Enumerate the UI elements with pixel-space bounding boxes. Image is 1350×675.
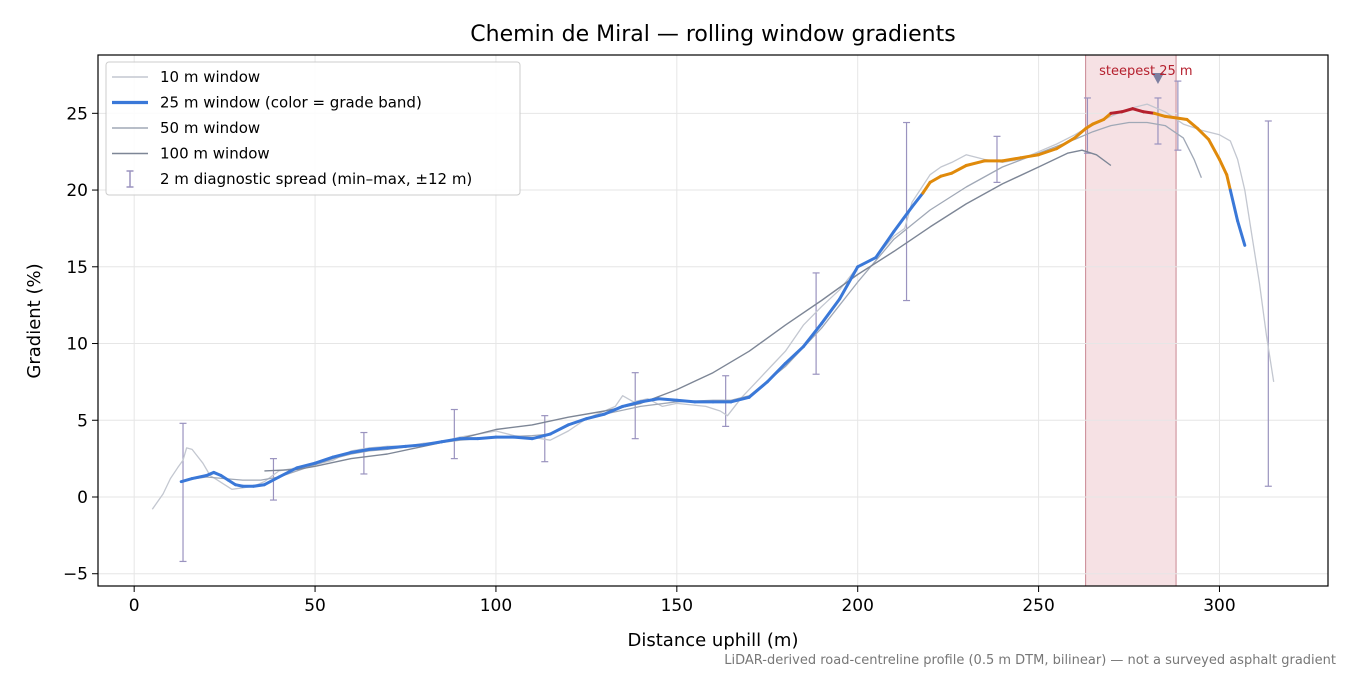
series-25m-segment <box>729 395 751 404</box>
series-25m-segment <box>440 437 462 444</box>
series-25m-segment <box>1109 110 1124 115</box>
series-25m-segment <box>950 163 968 175</box>
series-25m-segment <box>801 322 824 349</box>
y-tick-label: 5 <box>77 411 88 431</box>
x-tick-label: 150 <box>661 596 693 616</box>
legend-label: 50 m window <box>160 119 260 137</box>
y-tick-label: 10 <box>66 335 88 355</box>
series-25m-segment <box>1019 153 1041 160</box>
series-25m-segment <box>190 474 209 481</box>
x-tick-label: 100 <box>480 596 512 616</box>
series-25m-segment <box>1217 157 1229 177</box>
series-25m-segment <box>1225 173 1232 192</box>
plot-area: steepest 25 m <box>98 54 1328 587</box>
steepest-marker <box>1151 73 1164 85</box>
series-25m-segment <box>1091 117 1106 126</box>
series-25m-segment <box>295 461 317 470</box>
series-25m-segment <box>1196 127 1211 141</box>
legend-label: 100 m window <box>160 145 270 163</box>
x-tick-label: 300 <box>1203 596 1235 616</box>
series-25m-segment <box>621 400 643 408</box>
series-100m-line <box>264 149 1112 472</box>
x-tick-label: 0 <box>129 596 140 616</box>
series-25m-segment <box>512 435 534 441</box>
series-25m-segment <box>783 345 805 365</box>
axes-frame <box>97 54 1329 587</box>
series-25m-segment <box>1055 136 1077 151</box>
series-25m-segment <box>1102 111 1113 121</box>
series-25m-segment <box>921 180 932 195</box>
legend-label: 2 m diagnostic spread (min–max, ±12 m) <box>160 170 472 188</box>
legend-label: 10 m window <box>160 68 260 86</box>
series-25m-segment <box>1120 107 1135 114</box>
series-25m-segment <box>1185 117 1200 131</box>
series-25m-segment <box>548 423 570 436</box>
series-25m-segment <box>277 466 299 479</box>
x-axis: 0 50 100 150 200 250 300 <box>129 586 1236 616</box>
series-25m-segment <box>820 297 842 326</box>
series-25m-segment <box>404 443 426 448</box>
series-25m-segment <box>910 191 925 209</box>
series-25m-segment <box>262 475 281 487</box>
legend-box <box>105 61 521 196</box>
series-25m-segment <box>747 380 769 399</box>
series-25m-segment <box>331 450 353 459</box>
y-tick-label: 15 <box>66 258 88 278</box>
series-25m-segment <box>964 159 986 167</box>
series-25m-segment <box>422 440 444 447</box>
y-tick-label: 0 <box>77 488 88 508</box>
series-25m-segment <box>1037 147 1059 157</box>
series-25m-segment <box>252 483 266 488</box>
chart-title: Chemin de Miral — rolling window gradien… <box>470 22 955 47</box>
legend: 10 m window 25 m window (color = grade ba… <box>105 61 521 196</box>
series-25m-segment <box>1174 116 1189 121</box>
series-25m-segment <box>892 205 914 233</box>
series-25m-segment <box>1228 188 1240 223</box>
series-25m-segment <box>1152 111 1167 118</box>
x-tick-label: 200 <box>841 596 873 616</box>
series-25m-segment <box>385 444 407 450</box>
steepest-label: steepest 25 m <box>1099 64 1192 79</box>
series-25m-segment <box>657 397 679 402</box>
series-25m-segment <box>939 171 954 178</box>
x-tick-label: 50 <box>304 596 326 616</box>
series-25m-segment <box>856 256 878 269</box>
steepest-span <box>1085 54 1177 587</box>
series-25m-segment <box>1000 156 1022 163</box>
series-25m-segment <box>765 361 787 384</box>
series-25m-segment <box>566 417 588 427</box>
x-tick-label: 250 <box>1022 596 1054 616</box>
series-25m-segment <box>367 446 389 451</box>
series-25m-segment <box>1236 219 1247 247</box>
series-25m-segment <box>349 447 371 454</box>
series-25m-segment <box>602 404 625 416</box>
y-tick-label: 20 <box>66 181 88 201</box>
y-axis: −5 0 5 10 15 20 25 <box>63 104 98 585</box>
series-25m-segment <box>874 229 896 260</box>
x-axis-label: Distance uphill (m) <box>628 630 799 651</box>
series-25m-segment <box>1207 137 1221 161</box>
series-25m-segment <box>639 397 661 404</box>
series-25m-segment <box>584 412 606 421</box>
series-25m-segment <box>476 435 498 441</box>
series-25m-segment <box>313 455 335 465</box>
series-25m-segment <box>179 477 194 484</box>
series-25m-segment <box>838 265 860 301</box>
series-25m-segment <box>675 398 697 404</box>
legend-label: 25 m window (color = grade band) <box>160 94 422 112</box>
series-25m-segment <box>1142 110 1156 115</box>
series-25m-segment <box>1073 127 1088 140</box>
y-tick-label: 25 <box>66 104 88 124</box>
series-25m-segment <box>530 432 552 441</box>
series-25m-segment <box>1163 114 1178 120</box>
footnote: LiDAR-derived road-centreline profile (0… <box>724 653 1336 668</box>
y-axis-label: Gradient (%) <box>24 263 45 378</box>
series-25m-segment <box>928 174 943 184</box>
series-25m-segment <box>1131 107 1145 114</box>
y-tick-label: −5 <box>63 565 88 585</box>
